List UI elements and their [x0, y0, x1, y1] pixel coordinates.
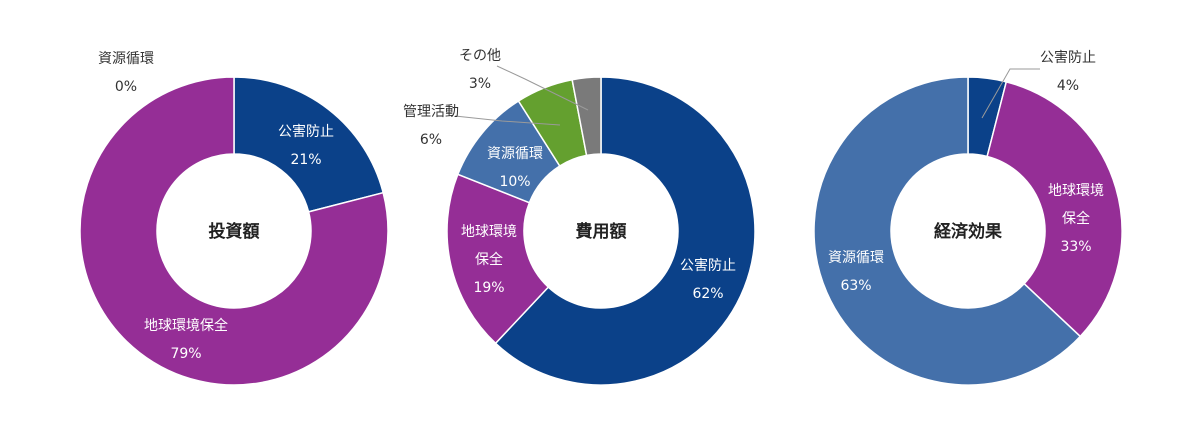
slice-label-2-2: 地球環境保全 19% — [461, 224, 517, 296]
donut-chart-2: 公害防止 62% 地球環境保全 19% 資源循環 10% 管理活動 6%その他 3% 費用額 — [403, 48, 756, 386]
slice-3-2 — [986, 80, 1123, 338]
slice-1-1 — [233, 76, 385, 213]
slice-label-3-1: 公害防止 4% — [1040, 50, 1096, 94]
slice-label-1-3: 資源循環 0% — [98, 51, 154, 95]
slice-2-5 — [571, 76, 602, 157]
leader-line-2-5 — [496, 65, 589, 111]
slice-label-2-1: 公害防止 62% — [680, 258, 736, 302]
slice-3-3 — [813, 76, 1082, 386]
slice-2-1 — [494, 76, 756, 386]
donut-center-title-1: 投資額 — [209, 221, 260, 242]
slice-label-2-4: 管理活動 6% — [403, 104, 459, 148]
slice-label-1-2: 地球環境保全 79% — [144, 317, 228, 362]
donut-center-title-3: 経済効果 — [934, 221, 1002, 242]
donut-chart-1: 公害防止 21% 地球環境保全 79% 資源循環 0% 投資額 — [79, 51, 389, 386]
slice-label-1-1: 公害防止 21% — [278, 124, 334, 168]
slice-2-2 — [446, 173, 550, 345]
donut-center-title-2: 費用額 — [576, 221, 627, 242]
leader-line-3-1 — [981, 68, 1040, 119]
slice-label-3-3: 資源循環 63% — [828, 250, 884, 294]
donut-chart-3: 公害防止 4% 地球環境保全 33% 資源循環 63% 経済効果 — [813, 50, 1123, 386]
slice-label-2-3: 資源循環 10% — [487, 146, 543, 190]
slice-label-3-2: 地球環境保全 33% — [1048, 183, 1104, 255]
slice-1-2 — [79, 76, 389, 386]
slice-label-2-5: その他 3% — [459, 48, 501, 92]
leader-line-2-4 — [454, 115, 561, 126]
